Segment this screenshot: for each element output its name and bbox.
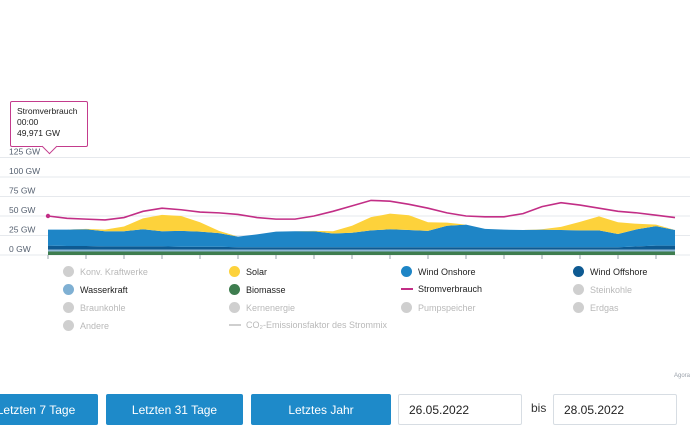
x-tick-label: 16:00	[645, 261, 667, 262]
legend-marker	[229, 266, 240, 277]
legend-marker	[573, 266, 584, 277]
legend-item-stromverbrauch[interactable]: Stromverbrauch	[401, 284, 482, 294]
legend-label: Stromverbrauch	[418, 284, 483, 294]
date-from-input[interactable]	[398, 394, 522, 425]
legend-item-erdgas[interactable]: Erdgas	[573, 302, 619, 313]
x-tick-label: 12:00	[379, 261, 401, 262]
chart-legend: Konv. Kraftwerke Solar Wind Onshore Wind Of…	[0, 256, 690, 366]
line-stromverbrauch[interactable]	[47, 199, 676, 221]
chart-canvas: 0 GW 25 GW 50 GW 75 GW 100 GW 125 GW 26. Mai 04…	[0, 147, 690, 262]
x-tick-label: 04:00	[75, 261, 97, 262]
x-tick-label: 12:00	[607, 261, 629, 262]
date-to-input[interactable]	[553, 394, 677, 425]
legend-marker	[401, 288, 413, 290]
x-tick-label: 04:00	[531, 261, 553, 262]
legend-label: Solar	[246, 266, 268, 277]
last-7-days-button[interactable]: Letzten 7 Tage	[0, 394, 98, 425]
legend-label: Konv. Kraftwerke	[80, 266, 148, 277]
legend-label: CO₂-Emissionsfaktor des Strommix	[246, 320, 388, 330]
y-tick-label: 75 GW	[9, 186, 35, 196]
legend-label: Wasserkraft	[80, 284, 128, 295]
legend-item-pumpspeicher[interactable]: Pumpspeicher	[401, 302, 476, 313]
x-tick-label: 20:00	[455, 261, 477, 262]
tooltip-value: 49,971 GW	[17, 128, 60, 138]
legend-label: Braunkohle	[80, 302, 126, 313]
legend-label: Kernenergie	[246, 302, 296, 313]
x-tick-label: 28. Mai	[490, 261, 518, 262]
area-wind-offshore[interactable]	[48, 245, 675, 250]
x-tick-label: 12:00	[151, 261, 173, 262]
area-biomasse[interactable]	[48, 251, 675, 255]
legend-marker	[63, 284, 74, 295]
legend-label: Pumpspeicher	[418, 302, 476, 313]
legend-item-wind-offshore[interactable]: Wind Offshore	[573, 266, 647, 277]
x-tick-label: 27. Mai	[262, 261, 290, 262]
y-tick-label: 125 GW	[9, 147, 40, 157]
legend-item-solar[interactable]: Solar	[229, 266, 267, 277]
legend-item-steinkohle[interactable]: Steinkohle	[573, 284, 632, 295]
y-tick-label: 25 GW	[9, 225, 35, 235]
chart-tooltip: Stromverbrauch 00:00 49,971 GW	[10, 101, 88, 155]
legend-item-wasserkraft[interactable]: Wasserkraft	[63, 284, 128, 295]
y-tick-label: 50 GW	[9, 205, 35, 215]
legend-marker	[63, 266, 74, 277]
legend-label: Biomasse	[246, 284, 286, 295]
legend-marker	[229, 324, 241, 326]
legend-item-andere[interactable]: Andere	[63, 320, 109, 331]
x-tick-label: 26. Mai	[34, 261, 62, 262]
x-tick-label: 08:00	[113, 261, 135, 262]
legend-item-co-emissionsfaktor-des-strommix[interactable]: CO₂-Emissionsfaktor des Strommix	[229, 320, 387, 330]
x-tick-label: 08:00	[341, 261, 363, 262]
legend-item-kernenergie[interactable]: Kernenergie	[229, 302, 295, 313]
legend-item-biomasse[interactable]: Biomasse	[229, 284, 286, 295]
area-solar[interactable]	[48, 213, 675, 237]
x-tick-label: 04:00	[303, 261, 325, 262]
tooltip-title: Stromverbrauch	[17, 106, 78, 116]
legend-item-konv-kraftwerke[interactable]: Konv. Kraftwerke	[63, 266, 148, 277]
legend-marker	[401, 302, 412, 313]
x-tick-label: 20:00	[227, 261, 249, 262]
x-tick-label: 16:00	[189, 261, 211, 262]
tooltip-point	[45, 213, 51, 219]
legend-label: Andere	[80, 320, 110, 331]
y-tick-label: 100 GW	[9, 166, 40, 176]
legend-label: Steinkohle	[590, 284, 633, 295]
legend-marker	[573, 302, 584, 313]
legend-label: Wind Offshore	[590, 266, 648, 277]
bis-label: bis	[531, 401, 547, 415]
legend-item-braunkohle[interactable]: Braunkohle	[63, 302, 126, 313]
x-tick-label: 08:00	[569, 261, 591, 262]
legend-marker	[63, 320, 74, 331]
last-31-days-button[interactable]: Letzten 31 Tage	[106, 394, 243, 425]
area-wind-onshore[interactable]	[48, 224, 675, 248]
source-credit: Agora	[673, 373, 690, 379]
y-tick-label: 0 GW	[9, 244, 31, 254]
tooltip-time: 00:00	[17, 117, 39, 127]
legend-marker	[573, 284, 584, 295]
legend-marker	[401, 266, 412, 277]
legend-label: Wind Onshore	[418, 266, 476, 277]
legend-marker	[63, 302, 74, 313]
legend-label: Erdgas	[590, 302, 619, 313]
last-year-button[interactable]: Letztes Jahr	[251, 394, 391, 425]
x-tick-label: 16:00	[417, 261, 439, 262]
legend-marker	[229, 284, 240, 295]
legend-marker	[229, 302, 240, 313]
area-wasserkraft[interactable]	[48, 249, 675, 252]
legend-item-wind-onshore[interactable]: Wind Onshore	[401, 266, 476, 277]
